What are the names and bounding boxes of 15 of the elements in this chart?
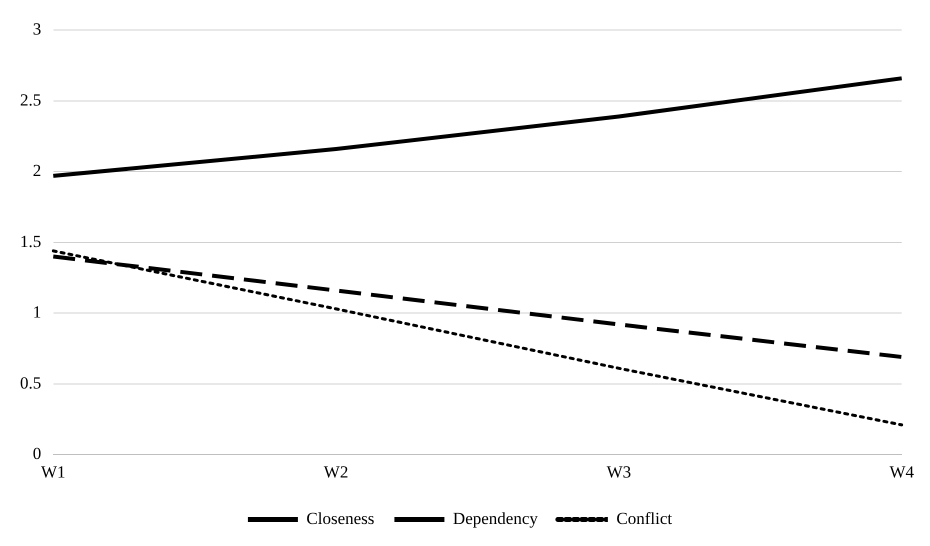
x-tick-label: W1 [40, 462, 66, 482]
y-tick-label: 1.5 [20, 232, 42, 251]
x-tick-label: W2 [324, 462, 348, 482]
y-tick-label: 0.5 [20, 373, 42, 392]
y-tick-label: 1 [32, 302, 42, 322]
y-tick-label: 3 [32, 20, 42, 39]
x-tick-label: W3 [606, 462, 632, 482]
line-series [52, 249, 904, 426]
legend-label: Conflict [616, 508, 672, 528]
legend-label: Closeness [306, 508, 374, 528]
x-tick-label: W4 [889, 462, 914, 482]
y-tick-label: 0 [32, 444, 42, 464]
y-tick-label: 2.5 [20, 90, 42, 110]
y-tick-label: 2 [32, 161, 42, 180]
legend-label: Dependency [452, 508, 538, 528]
